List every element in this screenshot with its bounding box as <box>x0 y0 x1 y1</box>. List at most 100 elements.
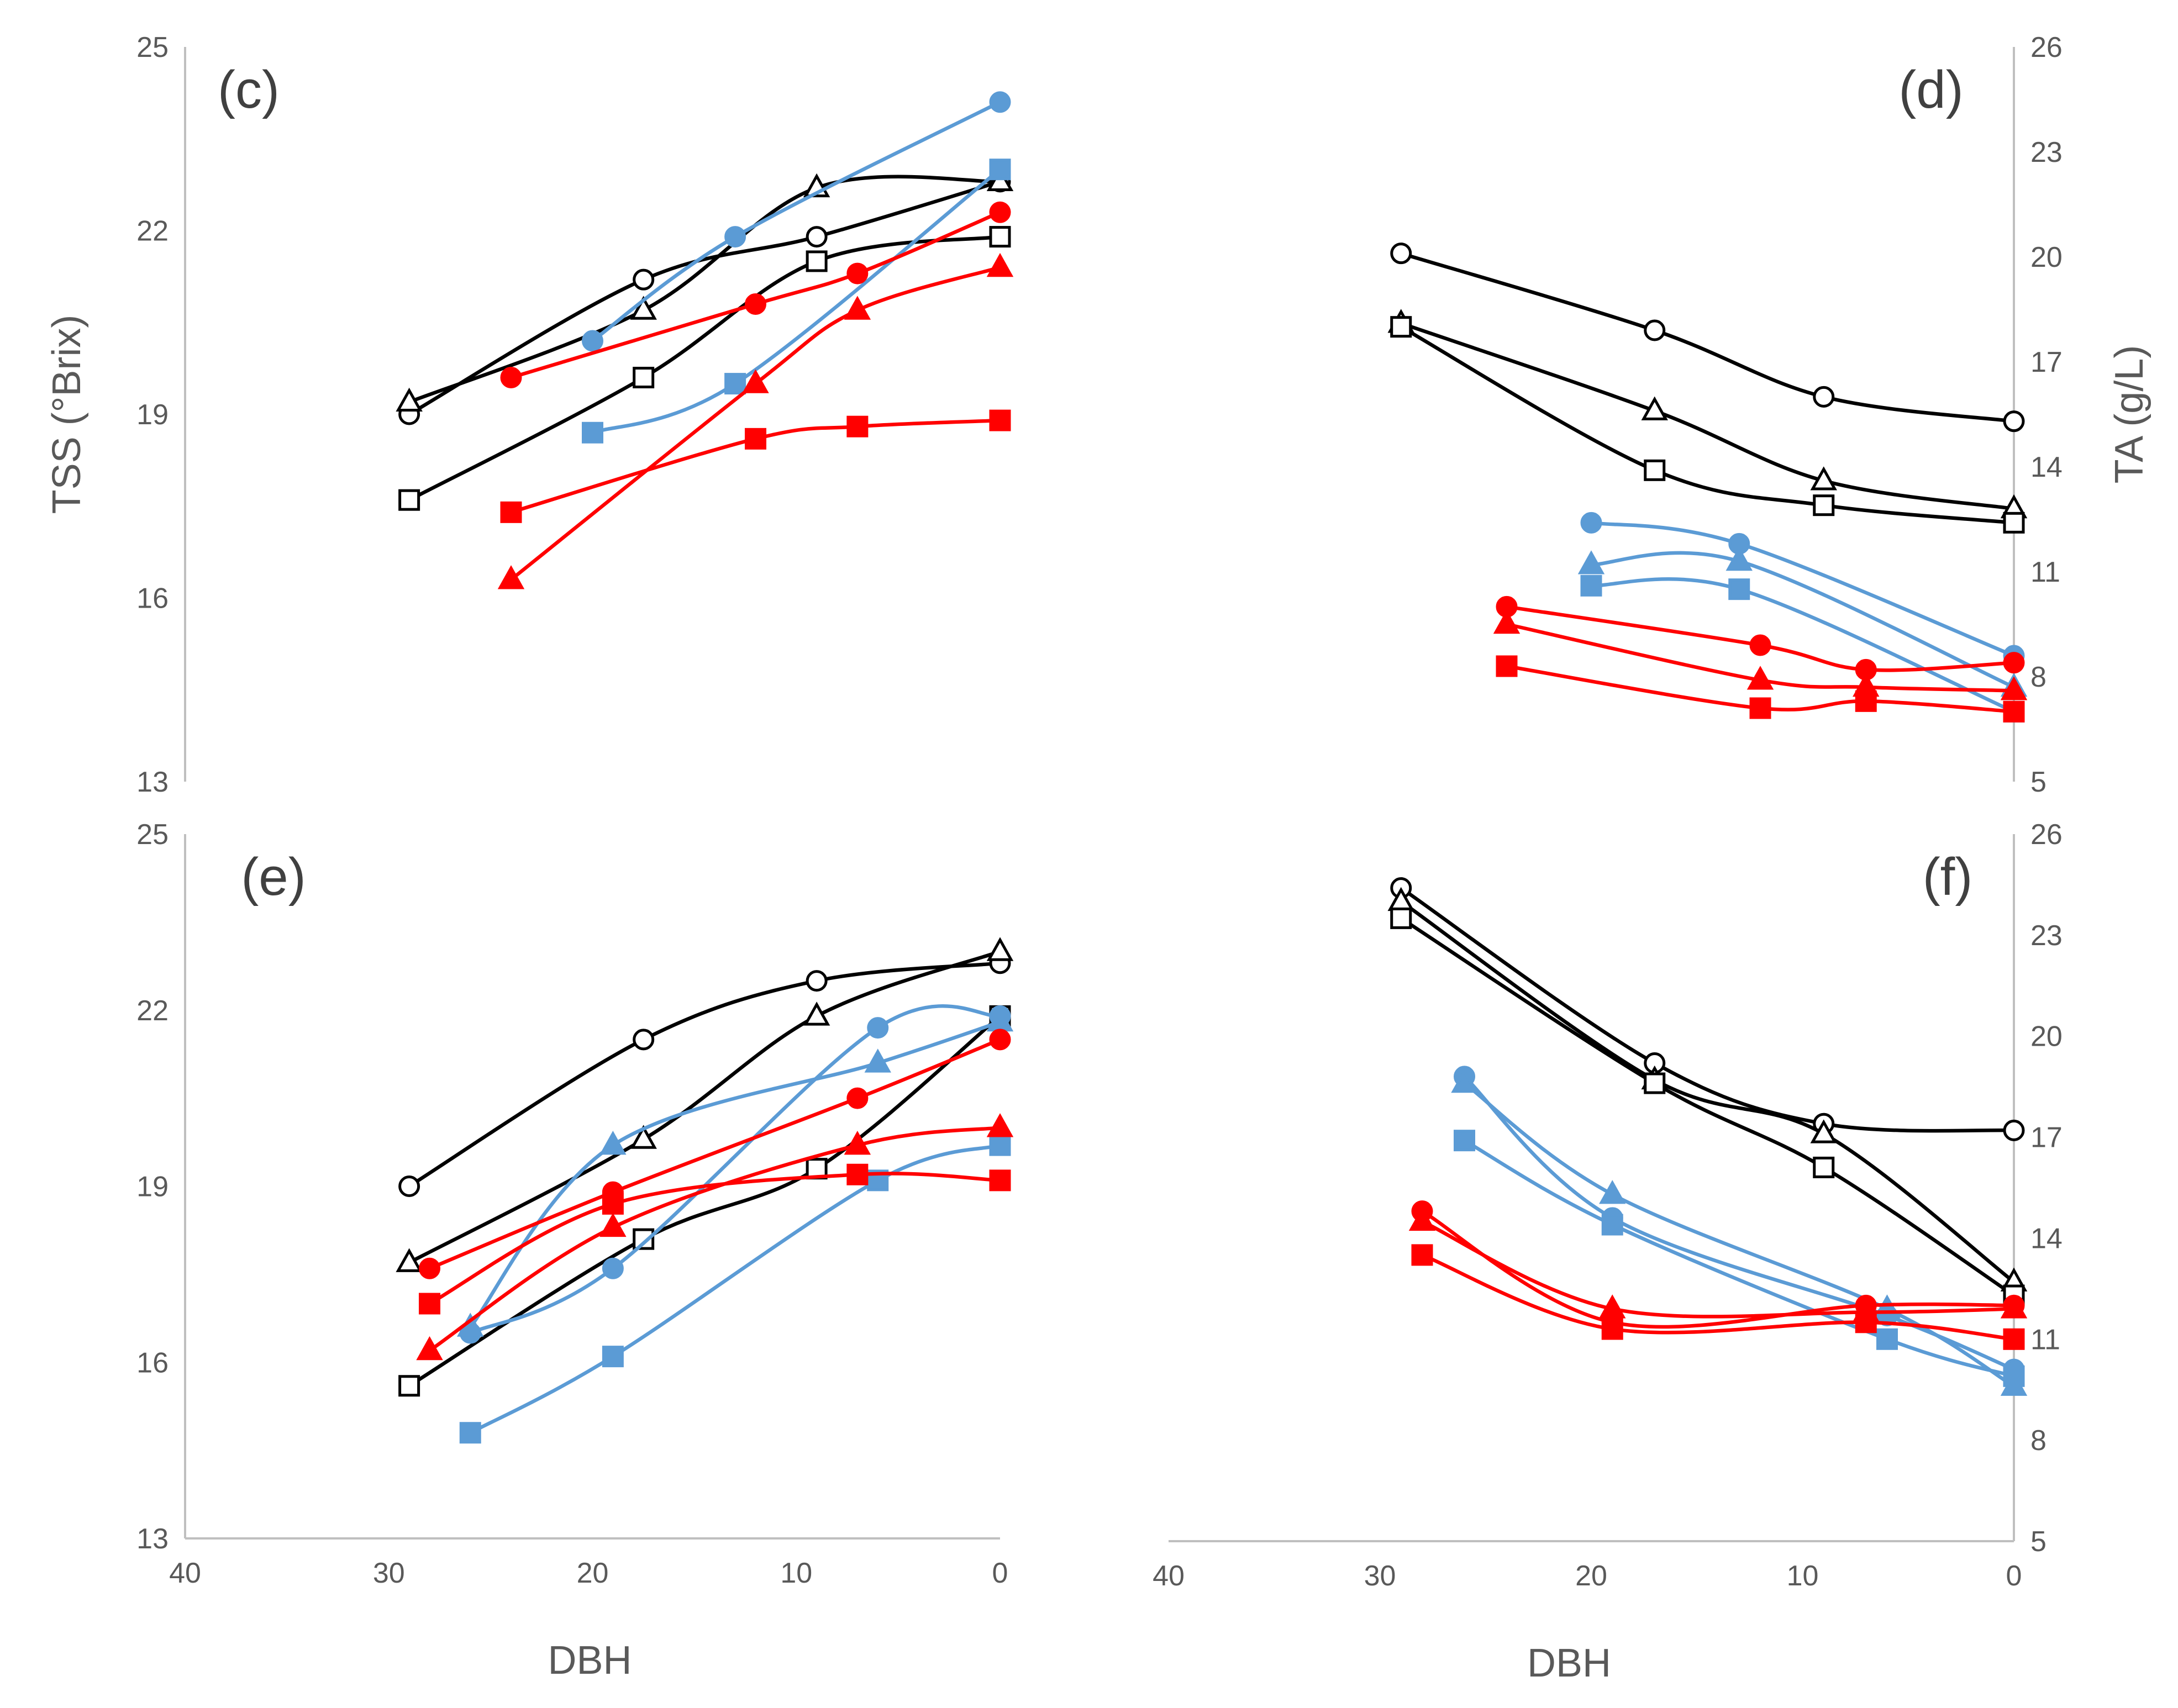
panel-f-series-blue-triangle <box>1451 1068 2028 1396</box>
panel-e-series-red-square <box>419 1163 1011 1315</box>
panel-e-red-circle-line <box>428 1037 1002 1271</box>
panel-f-label: (f) <box>1923 847 1973 906</box>
panel-c-black-square-point <box>633 367 655 388</box>
series-layer <box>396 91 2028 1444</box>
panel-d-red-square-line <box>1504 664 2016 714</box>
panel-f-blue-square-point <box>1454 1130 1475 1152</box>
panel-c-y-tick-label: 16 <box>136 583 169 615</box>
panel-f-y-tick-label: 5 <box>2030 1526 2047 1558</box>
panel-e-blue-square-point <box>989 1134 1011 1156</box>
panel-c-red-square-point <box>745 428 766 450</box>
panel-e-y-tick-label: 16 <box>136 1347 169 1379</box>
panel-d-blue-square-point <box>1728 578 1750 600</box>
panel-e-blue-square-line <box>469 1143 1002 1435</box>
panel-d-black-square-point <box>1644 459 1666 481</box>
panel-c-y-tick-label: 13 <box>136 766 169 798</box>
panel-f-series-blue-square <box>1454 1130 2025 1387</box>
panel-f-red-square-point <box>1411 1244 1433 1266</box>
panel-e-blue-square-point <box>602 1346 624 1368</box>
panel-f-y-tick-label: 11 <box>2030 1324 2060 1356</box>
panel-d-black-circle-point <box>1813 386 1835 408</box>
panel-f-black-circle-line <box>1399 886 2016 1133</box>
axes-layer <box>184 47 2015 1542</box>
panel-e-black-triangle-point <box>986 937 1014 961</box>
panel-d-blue-triangle-point <box>1725 546 1753 571</box>
panel-d-y-tick-label: 5 <box>2030 766 2047 798</box>
panel-e-red-square-point <box>602 1193 624 1215</box>
panel-e-black-triangle-point <box>630 1125 657 1149</box>
panel-f-red-triangle-point <box>1408 1206 1436 1231</box>
panel-d-y-tick-label: 20 <box>2030 241 2063 273</box>
panel-d-black-circle-line <box>1399 251 2016 423</box>
panel-e-x-tick-label: 10 <box>780 1557 812 1589</box>
panel-d-red-triangle-point <box>1493 609 1521 634</box>
panel-c-red-circle-point <box>745 293 766 315</box>
panel-d-y-tick-label: 17 <box>2030 346 2063 378</box>
panel-e-x-tick-label: 30 <box>373 1557 405 1589</box>
y-axis-title-ta: TA (g/L) <box>2107 345 2151 484</box>
panel-c-black-triangle-point <box>630 296 657 320</box>
panel-f-y-tick-label: 17 <box>2030 1122 2063 1154</box>
panel-d-series-red-triangle <box>1493 609 2028 700</box>
panel-c-red-circle-line <box>509 210 1002 379</box>
panel-c-series-red-triangle <box>497 252 1014 589</box>
y-axis-title-tss: TSS (°Brix) <box>45 315 89 514</box>
panel-d-y-tick-label: 23 <box>2030 136 2063 168</box>
panel-d-red-square-point <box>1855 690 1877 712</box>
panel-c-blue-square-point <box>582 421 603 444</box>
panel-f-black-triangle-point <box>1810 1119 1837 1143</box>
panel-f-series-red-square <box>1411 1244 2025 1350</box>
panel-d-red-square-point <box>2003 700 2025 723</box>
panel-d-red-square-point <box>1496 655 1518 677</box>
panel-e-series-red-circle <box>419 1029 1011 1279</box>
panel-d-black-circle-point <box>2003 410 2025 433</box>
panel-d-black-square-point <box>1813 494 1835 516</box>
panel-d-series-red-circle <box>1496 595 2025 681</box>
panel-e-black-triangle-point <box>396 1248 423 1272</box>
panel-f-red-triangle-line <box>1420 1219 2016 1319</box>
panel-c-red-square-point <box>989 409 1011 431</box>
panel-d-black-circle-point <box>1390 243 1412 265</box>
panel-f-red-square-point <box>2003 1328 2025 1350</box>
panel-d-series-black-circle <box>1390 243 2025 433</box>
panel-f-y-tick-label: 8 <box>2030 1425 2047 1457</box>
panel-d-y-tick-label: 11 <box>2030 556 2060 588</box>
panel-d-blue-circle-line <box>1589 521 2016 658</box>
panel-e-y-tick-label: 25 <box>136 819 169 851</box>
panel-f-blue-circle-line <box>1462 1074 2016 1372</box>
panel-f-series-red-triangle <box>1408 1206 2028 1322</box>
panel-e-blue-circle-point <box>867 1017 889 1039</box>
panel-f-x-tick-label: 20 <box>1575 1560 1607 1592</box>
panel-e-blue-circle-point <box>602 1257 624 1279</box>
panel-c-red-square-line <box>509 418 1002 514</box>
panel-f-series-blue-circle <box>1454 1066 2025 1380</box>
panel-c-red-triangle-point <box>742 369 769 393</box>
panel-d-black-square-point <box>1390 316 1412 338</box>
panel-d-y-tick-label: 14 <box>2030 451 2063 483</box>
panel-d-y-tick-label: 26 <box>2030 31 2063 64</box>
panel-f-black-square-point <box>1390 907 1412 929</box>
panel-d-blue-square-point <box>1580 574 1602 597</box>
panel-e-red-circle-point <box>989 1029 1011 1051</box>
panel-c-red-triangle-point <box>986 252 1014 277</box>
panel-e-series-black-triangle <box>396 937 1014 1272</box>
panel-d-red-triangle-line <box>1504 622 2016 693</box>
panel-d-red-triangle-point <box>1746 666 1774 690</box>
panel-c-red-circle-point <box>500 367 522 388</box>
panel-c-y-tick-label: 22 <box>136 215 169 247</box>
panel-e-red-square-point <box>846 1163 869 1185</box>
panel-c-y-tick-label: 19 <box>136 399 169 431</box>
panel-c-blue-square-point <box>989 159 1011 181</box>
panel-f-red-square-point <box>1601 1318 1623 1340</box>
panel-e-blue-triangle-point <box>599 1131 627 1155</box>
panel-f-y-tick-label: 20 <box>2030 1021 2063 1053</box>
panel-f-x-tick-label: 0 <box>2006 1560 2022 1592</box>
panel-d-black-triangle-line <box>1399 321 2016 511</box>
panel-e-black-circle-point <box>633 1029 655 1051</box>
panel-d-blue-square-line <box>1589 577 2016 714</box>
panel-d-series-blue-circle <box>1580 512 2025 667</box>
panel-d-y-tick-label: 8 <box>2030 661 2047 693</box>
panel-f-black-square-point <box>1644 1072 1666 1094</box>
panel-e-black-circle-point <box>398 1175 420 1197</box>
panel-c-series-black-circle <box>398 171 1011 425</box>
